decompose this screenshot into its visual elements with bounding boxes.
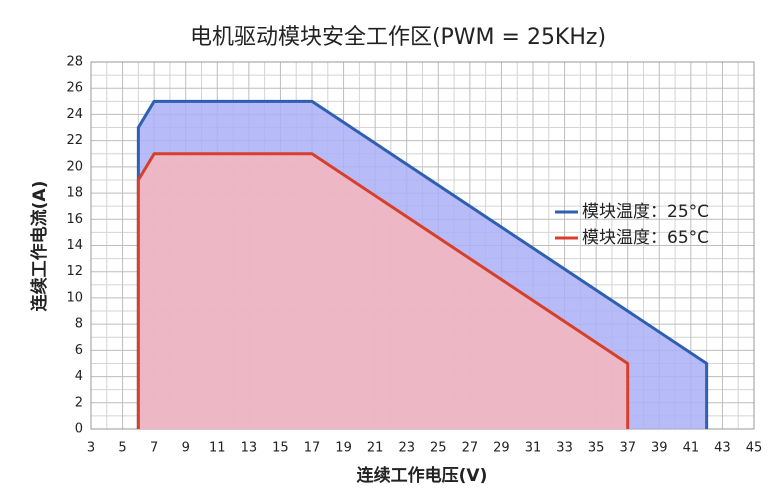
y-tick-label: 26 xyxy=(66,81,83,96)
y-tick-label: 0 xyxy=(75,422,83,437)
x-tick-label: 41 xyxy=(683,441,700,456)
x-tick-label: 13 xyxy=(241,441,258,456)
x-tick-label: 5 xyxy=(118,441,126,456)
x-tick-label: 25 xyxy=(430,441,447,456)
x-tick-label: 19 xyxy=(335,441,352,456)
x-tick-label: 17 xyxy=(304,441,321,456)
y-tick-label: 28 xyxy=(66,55,83,70)
y-tick-label: 6 xyxy=(75,343,83,358)
x-tick-label: 11 xyxy=(209,441,226,456)
x-tick-label: 37 xyxy=(619,441,636,456)
x-tick-label: 43 xyxy=(714,441,731,456)
area-line xyxy=(136,152,630,429)
x-axis-title: 连续工作电压(V) xyxy=(357,465,488,486)
y-tick-label: 24 xyxy=(66,107,83,122)
y-tick-label: 12 xyxy=(66,264,83,279)
y-axis-title: 连续工作电流(A) xyxy=(29,181,50,312)
x-tick-label: 33 xyxy=(556,441,573,456)
x-tick-label: 39 xyxy=(651,441,668,456)
y-tick-label: 4 xyxy=(75,369,83,384)
legend-label: 模块温度：25°C xyxy=(582,202,709,222)
legend-label: 模块温度：65°C xyxy=(582,228,709,248)
chart-title: 电机驱动模块安全工作区(PWM = 25KHz) xyxy=(190,25,606,50)
x-tick-label: 9 xyxy=(182,441,190,456)
x-tick-label: 45 xyxy=(746,441,763,456)
x-tick-label: 35 xyxy=(588,441,605,456)
y-tick-label: 22 xyxy=(66,133,83,148)
x-tick-label: 3 xyxy=(87,441,95,456)
x-tick-label: 27 xyxy=(462,441,479,456)
y-tick-label: 2 xyxy=(75,395,83,410)
y-tick-label: 10 xyxy=(66,290,83,305)
y-tick-label: 16 xyxy=(66,212,83,227)
x-tick-label: 23 xyxy=(398,441,415,456)
y-tick-label: 14 xyxy=(66,238,83,253)
area-fill xyxy=(138,153,628,429)
x-tick-label: 7 xyxy=(150,441,158,456)
y-tick-label: 18 xyxy=(66,186,83,201)
y-tick-label: 20 xyxy=(66,159,83,174)
y-tick-label: 8 xyxy=(75,317,83,332)
x-tick-label: 15 xyxy=(272,441,289,456)
x-tick-label: 21 xyxy=(367,441,384,456)
x-tick-label: 29 xyxy=(493,441,510,456)
x-tick-label: 31 xyxy=(525,441,542,456)
